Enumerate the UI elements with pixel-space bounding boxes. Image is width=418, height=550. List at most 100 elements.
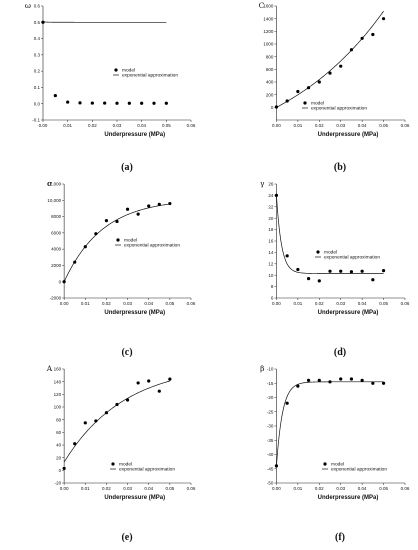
x-tick-label: 0.00: [272, 301, 281, 306]
y-tick-label: 4000: [51, 247, 62, 252]
fit-curve: [276, 381, 384, 466]
legend-marker-model: [303, 101, 307, 105]
x-tick-label: 0.03: [123, 301, 132, 306]
fit-curve: [63, 203, 170, 282]
x-tick-label: 0.06: [187, 123, 196, 128]
data-point: [381, 17, 386, 21]
data-point: [103, 101, 107, 105]
data-point: [94, 419, 98, 423]
x-tick-label: 0.01: [81, 486, 90, 491]
y-tick-label: -20: [55, 481, 62, 486]
panel-label: (d): [334, 347, 346, 358]
chart-panel: 6 8 10 12 14 16 18 20 22 24 26 0.00 0.01 0.02 0.03 0.04…: [260, 179, 410, 358]
x-tick-label: 0.06: [401, 301, 410, 306]
x-tick-label: 0.05: [165, 301, 174, 306]
x-tick-label: 0.01: [63, 123, 72, 128]
data-point: [349, 48, 354, 52]
y-tick-label: -15: [267, 381, 274, 386]
y-tick-label: -45: [267, 466, 274, 471]
data-point: [381, 381, 386, 385]
data-point: [306, 277, 311, 281]
x-tick-label: 0.06: [401, 486, 410, 491]
data-point: [94, 232, 98, 236]
y-axis-label: C: [259, 1, 265, 10]
data-point: [285, 99, 289, 103]
y-tick-label: 100: [54, 405, 62, 410]
x-tick-label: 0.05: [379, 486, 388, 491]
data-point: [317, 279, 321, 283]
y-tick-label: 6000: [51, 230, 62, 235]
data-point: [371, 32, 375, 37]
x-axis-label: Underpressure (MPa): [104, 132, 165, 138]
data-point: [328, 269, 332, 273]
chart-panel: 0 200 400 600 800 1000 1200 1400 1600 0.00 0.01 0.0…: [259, 1, 410, 173]
x-tick-label: 0.01: [81, 301, 90, 306]
y-tick-label: -35: [267, 438, 274, 443]
data-point: [53, 93, 57, 98]
y-tick-label: 12: [268, 261, 274, 266]
data-point: [274, 464, 279, 468]
y-tick-label: 600: [266, 67, 274, 72]
chart-panel: -0.1 0.0 0.1 0.2 0.3 0.4 0.5 0.6 0.00 0.01 0.02 0.0…: [25, 1, 196, 173]
legend-label-model: model: [324, 250, 337, 256]
x-tick-label: 0.02: [315, 301, 324, 306]
data-point: [73, 442, 77, 446]
legend-label-model: model: [124, 238, 137, 244]
y-tick-label: 0.6: [34, 4, 41, 9]
x-tick-label: 0.00: [60, 486, 69, 491]
data-point: [78, 101, 82, 105]
y-tick-label: 40: [56, 443, 62, 448]
data-point: [339, 64, 343, 68]
y-tick-label: 0.1: [34, 85, 41, 90]
y-tick-label: 10,000: [47, 198, 61, 203]
data-point: [371, 278, 375, 282]
data-point: [127, 101, 131, 105]
legend-marker-model: [323, 462, 327, 466]
x-tick-label: 0.03: [123, 486, 132, 491]
y-tick-label: -40: [267, 452, 274, 457]
legend-label-fit: exponential approximation: [122, 73, 178, 79]
x-tick-label: 0.02: [88, 123, 97, 128]
data-point: [62, 466, 66, 471]
y-tick-label: 24: [268, 193, 274, 198]
data-point: [157, 389, 161, 393]
y-tick-label: 2000: [51, 263, 62, 268]
data-point: [285, 401, 289, 405]
y-tick-label: 16: [268, 239, 274, 244]
y-tick-label: -2000: [50, 296, 62, 301]
data-point: [317, 80, 321, 84]
x-tick-label: 0.03: [113, 123, 122, 128]
chart-panel: -20 0 20 40 60 80 100 120 140 160 0.00 0.01 0.02 0.03…: [46, 364, 196, 543]
fit-curve: [63, 380, 170, 463]
data-point: [328, 380, 332, 384]
legend-label-model: model: [122, 68, 135, 74]
data-point: [317, 378, 321, 382]
x-tick-label: 0.05: [379, 301, 388, 306]
chart-panel: -2000 0 2000 4000 6000 8000 10,000 12,000 0.00 0.…: [47, 179, 196, 358]
y-tick-label: 0.0: [34, 101, 41, 106]
y-tick-label: 0.3: [34, 52, 41, 57]
y-tick-label: 20: [56, 455, 62, 460]
data-point: [73, 260, 77, 264]
x-tick-label: 0.00: [39, 123, 48, 128]
legend-label-fit: exponential approximation: [311, 106, 367, 112]
fit-curve: [276, 10, 384, 108]
y-tick-label: 20: [268, 216, 274, 221]
legend-label-model: model: [119, 462, 132, 468]
x-tick-label: 0.06: [187, 486, 196, 491]
data-point: [104, 219, 109, 223]
data-point: [90, 101, 94, 105]
data-point: [296, 384, 300, 388]
x-tick-label: 0.05: [165, 486, 174, 491]
x-tick-label: 0.02: [102, 486, 111, 491]
y-tick-label: 0.4: [34, 36, 41, 41]
x-tick-label: 0.01: [293, 301, 302, 306]
data-point: [349, 377, 354, 381]
y-tick-label: -50: [267, 481, 274, 486]
legend-label-model: model: [311, 101, 324, 107]
y-tick-label: 1200: [263, 29, 274, 34]
y-tick-label: 120: [54, 392, 62, 397]
x-tick-label: 0.02: [315, 486, 324, 491]
data-point: [41, 20, 45, 24]
